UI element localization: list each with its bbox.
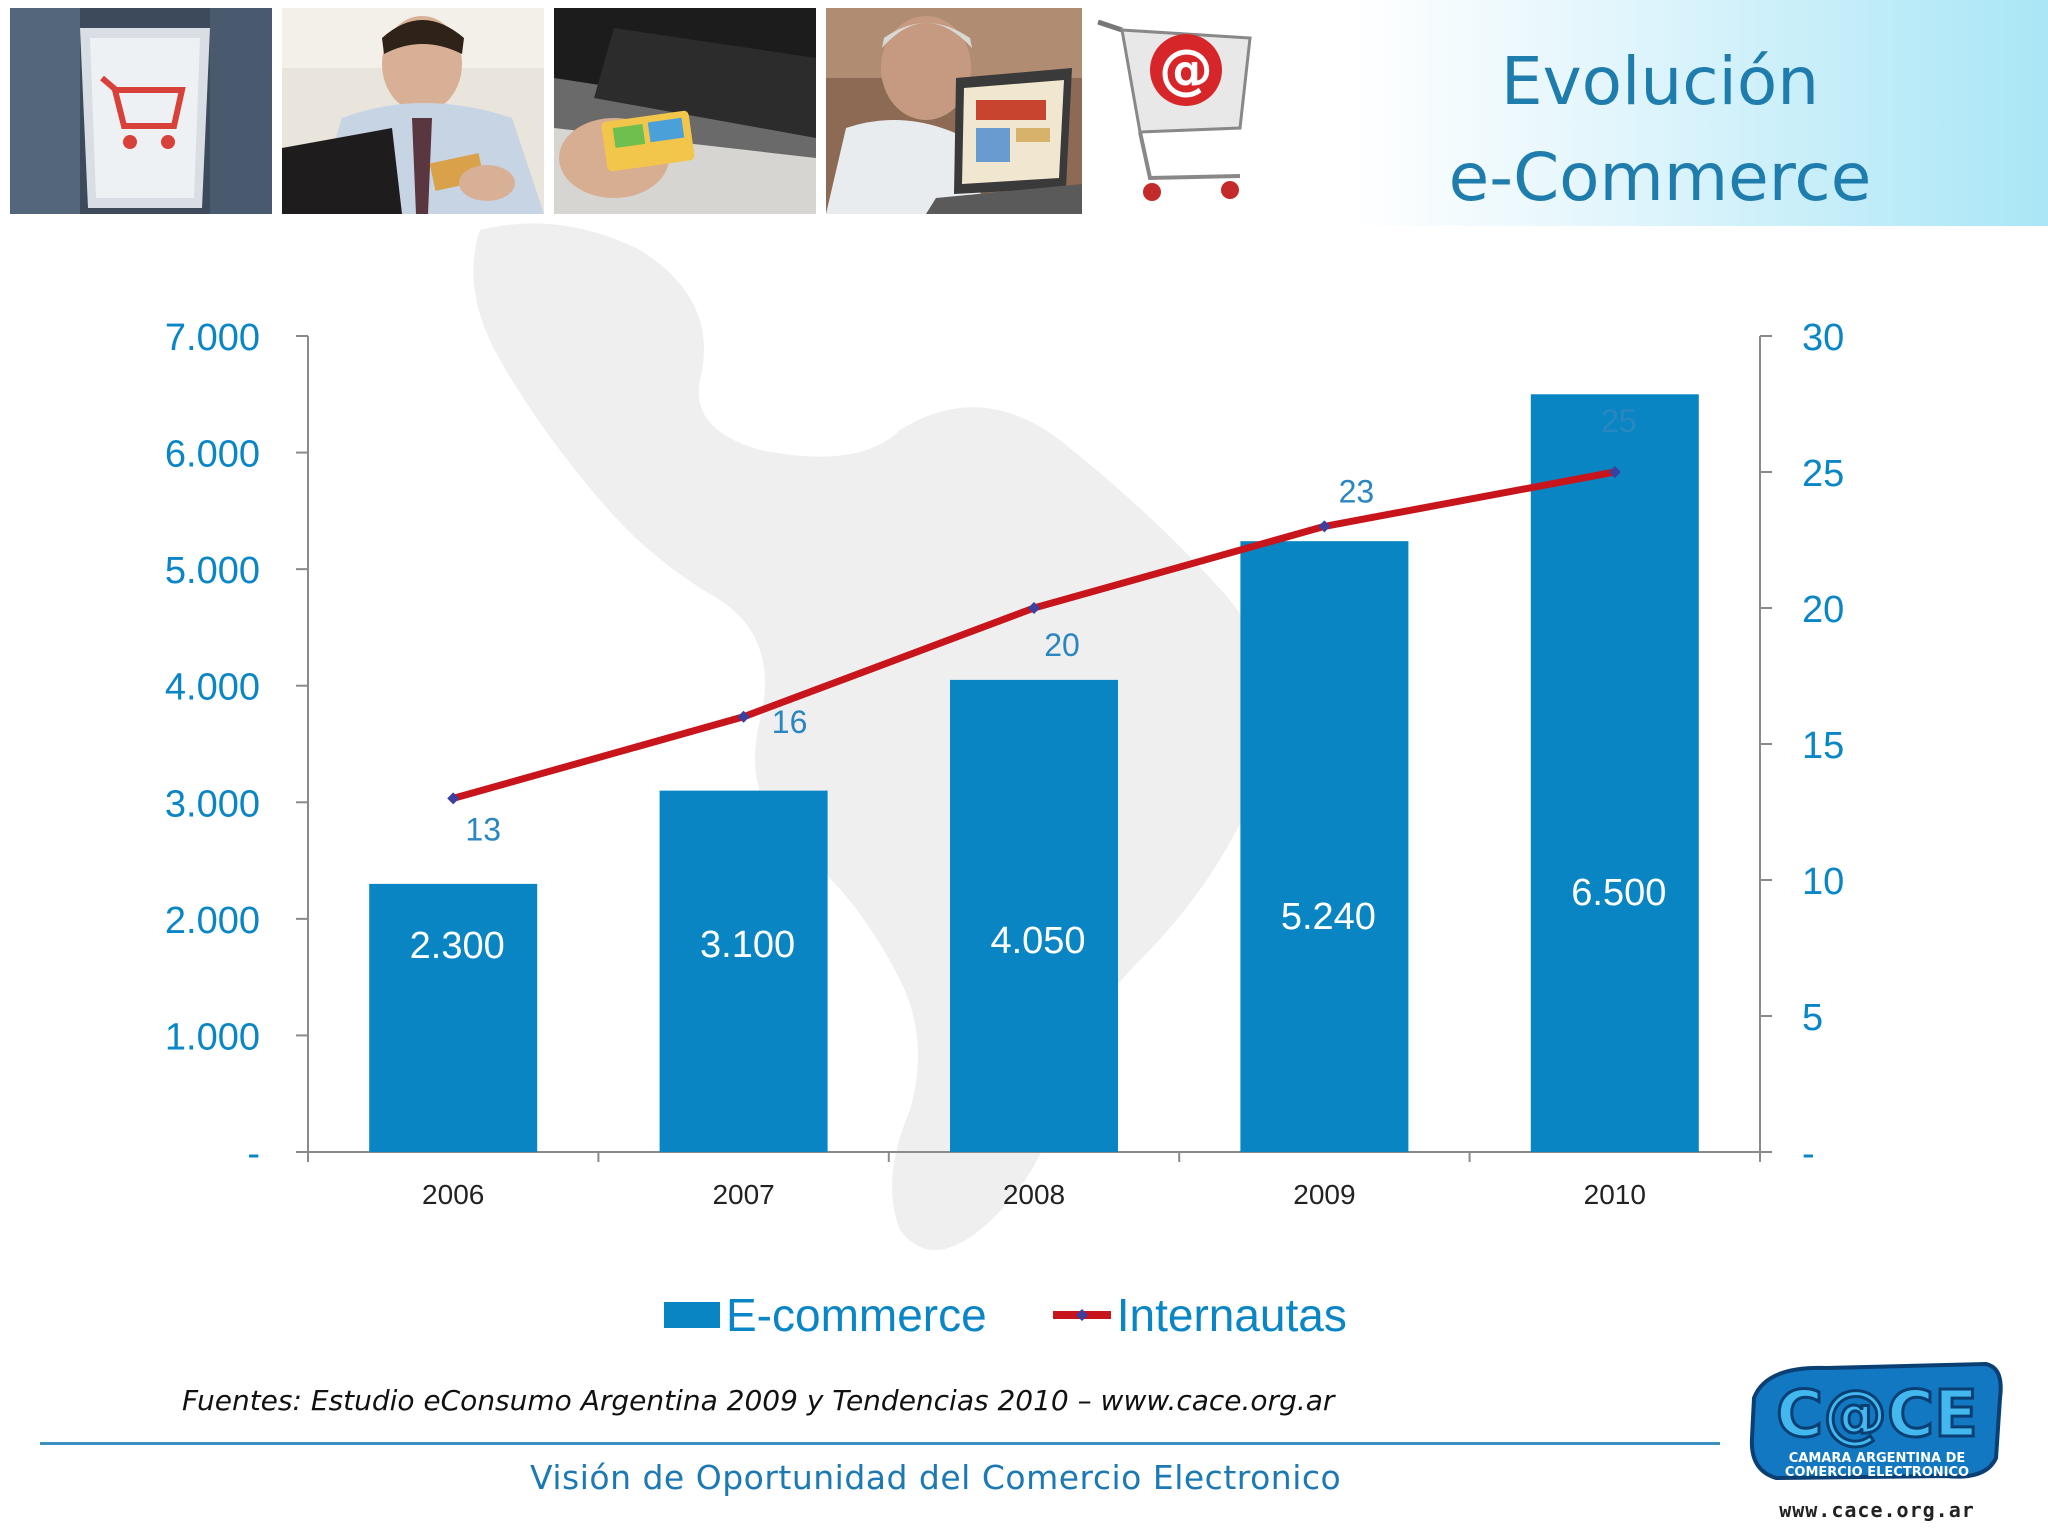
ecommerce-bars: 2.300 3.100 4.050 5.240 6.500: [369, 394, 1699, 1152]
ecommerce-bar-label: 3.100: [700, 924, 795, 966]
legend-label-ecommerce: E-commerce: [726, 1289, 987, 1341]
internautas-point: [447, 792, 460, 805]
ecommerce-bar: [1240, 541, 1409, 1152]
footer-tagline: Visión de Oportunidad del Comercio Elect…: [530, 1458, 1342, 1497]
slide-title: Evolución e-Commerce: [1380, 34, 1940, 226]
title-line-2: e-Commerce: [1448, 139, 1872, 216]
left-axis-tick-label: -: [247, 1133, 260, 1175]
internautas-point: [1028, 602, 1040, 614]
left-axis-tick-label: 4.000: [165, 667, 260, 709]
right-axis: - 5 10 15 20 25 30: [1759, 317, 1844, 1175]
laptop-illustration: [554, 8, 816, 214]
shopping-cart-at-illustration: @: [1090, 8, 1260, 214]
left-axis-tick-label: 2.000: [165, 900, 260, 942]
source-note: Fuentes: Estudio eConsumo Argentina 2009…: [182, 1384, 1335, 1417]
ecommerce-bar: [1530, 394, 1699, 1152]
laptop-card-photo: [554, 8, 816, 214]
x-axis: 2006 2007 2008 2009 2010: [307, 1151, 1761, 1210]
x-axis-tick-label: 2006: [422, 1179, 484, 1210]
man-laptop-photo: [826, 8, 1082, 214]
x-axis-tick-label: 2010: [1584, 1179, 1646, 1210]
svg-text:COMERCIO ELECTRONICO: COMERCIO ELECTRONICO: [1785, 1465, 1969, 1480]
right-axis-tick-label: 30: [1802, 317, 1844, 359]
right-axis-tick-label: 15: [1802, 725, 1844, 767]
ecommerce-bar: [950, 679, 1118, 1152]
left-axis-tick-label: 5.000: [165, 550, 260, 592]
internautas-point-label: 23: [1339, 473, 1375, 509]
footer-divider: [40, 1442, 1720, 1445]
chart-legend: E-commerce Internautas: [664, 1285, 1413, 1345]
right-axis-tick-label: 25: [1802, 453, 1844, 495]
x-axis-tick-label: 2009: [1293, 1179, 1355, 1210]
ecommerce-bar: [659, 790, 828, 1152]
businessman-card-photo: [282, 8, 544, 214]
internautas-point-label: 25: [1601, 403, 1637, 439]
svg-text:CAMARA ARGENTINA DE: CAMARA ARGENTINA DE: [1789, 1451, 1966, 1466]
right-axis-tick-label: -: [1802, 1133, 1815, 1175]
x-axis-tick-label: 2007: [712, 1179, 774, 1210]
cace-logo-mark: C@CE CAMARA ARGENTINA DE COMERCIO ELECTR…: [1749, 1361, 2003, 1481]
internautas-line: 13 16 20 23 25: [447, 403, 1637, 847]
ecommerce-bar: [369, 883, 538, 1152]
legend-item-ecommerce: E-commerce: [664, 1288, 987, 1342]
logo-url: www.cace.org.ar: [1779, 1498, 1975, 1522]
cace-logo: C@CE CAMARA ARGENTINA DE COMERCIO ELECTR…: [1746, 1358, 2008, 1528]
right-axis-tick-label: 5: [1802, 997, 1823, 1039]
cart-key-illustration: [10, 8, 272, 214]
ecommerce-bar-label: 4.050: [990, 920, 1085, 962]
businessman-illustration: [282, 8, 544, 214]
legend-swatch-internautas: [1052, 1309, 1111, 1321]
ecommerce-bar-label: 5.240: [1281, 896, 1376, 938]
left-axis-tick-label: 6.000: [165, 434, 260, 476]
man-laptop-illustration: [826, 8, 1082, 214]
internautas-point-label: 13: [465, 811, 501, 847]
legend-item-internautas: Internautas: [1052, 1288, 1347, 1342]
internautas-point: [1608, 466, 1621, 478]
ecommerce-bar-label: 6.500: [1571, 872, 1666, 914]
shopping-cart-at-photo: @: [1090, 8, 1260, 214]
ecommerce-bar-label: 2.300: [410, 925, 505, 967]
left-axis: - 1.000 2.000 3.000 4.000 5.000 6.000 7.000: [165, 317, 309, 1175]
title-line-1: Evolución: [1500, 43, 1820, 120]
internautas-point-label: 16: [772, 704, 808, 740]
x-axis-tick-label: 2008: [1003, 1179, 1065, 1210]
left-axis-tick-label: 1.000: [165, 1016, 260, 1058]
right-axis-tick-label: 20: [1802, 589, 1844, 631]
legend-swatch-ecommerce: [664, 1302, 720, 1328]
legend-label-internautas: Internautas: [1116, 1289, 1347, 1341]
internautas-point-label: 20: [1044, 627, 1080, 663]
internautas-point: [737, 710, 750, 723]
left-axis-tick-label: 3.000: [165, 783, 260, 825]
right-axis-tick-label: 10: [1802, 861, 1844, 903]
left-axis-tick-label: 7.000: [165, 317, 260, 359]
internautas-point: [1318, 520, 1331, 533]
cart-key-photo: [10, 8, 272, 214]
svg-text:C@CE: C@CE: [1776, 1378, 1978, 1452]
svg-text:@: @: [1159, 38, 1213, 101]
